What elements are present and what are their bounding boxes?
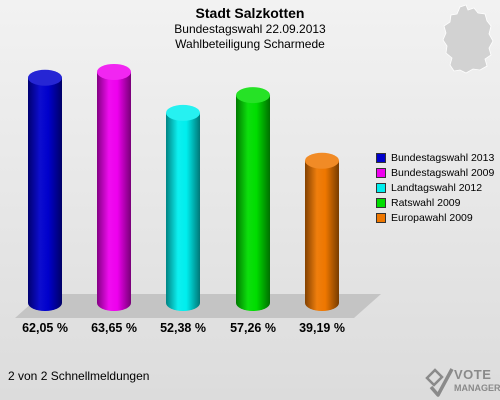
chart-subtitle-district: Wahlbeteiligung Scharmede	[175, 37, 325, 51]
value-label: 39,19 %	[299, 321, 345, 335]
legend-swatch	[376, 182, 386, 193]
bar-body	[236, 95, 270, 311]
bar-body	[305, 160, 339, 311]
legend-swatch	[376, 197, 386, 208]
value-label: 57,26 %	[230, 321, 276, 335]
footer-text: 2 von 2 Schnellmeldungen	[8, 369, 150, 383]
bar-1	[28, 69, 62, 311]
bar-4	[236, 87, 270, 311]
germany-map-icon	[442, 4, 494, 74]
value-label: 52,38 %	[160, 321, 206, 335]
logo-line-2: MANAGER	[454, 383, 500, 393]
legend-item: Landtagswahl 2012	[376, 180, 494, 195]
value-label: 63,65 %	[91, 321, 137, 335]
bar-top	[305, 152, 339, 169]
bar-2	[97, 63, 131, 311]
legend-swatch	[376, 212, 386, 223]
value-label: 62,05 %	[22, 321, 68, 335]
chart-subtitle-election: Bundestagswahl 22.09.2013	[174, 22, 326, 36]
legend-swatch	[376, 167, 386, 178]
bar-top	[166, 104, 200, 121]
bar-body	[166, 112, 200, 312]
bar-5	[305, 152, 339, 311]
legend-label: Bundestagswahl 2009	[391, 166, 495, 179]
legend-label: Landtagswahl 2012	[391, 181, 483, 194]
legend-item: Europawahl 2009	[376, 210, 494, 225]
bar-body	[97, 71, 131, 311]
legend-label: Europawahl 2009	[391, 211, 473, 224]
chart-title: Stadt Salzkotten	[195, 5, 305, 21]
legend-item: Bundestagswahl 2009	[376, 165, 494, 180]
legend-label: Ratswahl 2009	[391, 196, 461, 209]
bar-top	[236, 87, 270, 104]
legend-item: Bundestagswahl 2013	[376, 150, 494, 165]
bar-top	[28, 69, 62, 86]
legend-swatch	[376, 152, 386, 163]
chart-legend: Bundestagswahl 2013 Bundestagswahl 2009 La…	[376, 150, 494, 225]
bar-top	[97, 63, 131, 80]
bar-body	[28, 77, 62, 311]
legend-item: Ratswahl 2009	[376, 195, 494, 210]
chart-titles: Stadt Salzkotten Bundestagswahl 22.09.20…	[0, 4, 500, 52]
ballot-check-icon	[425, 368, 454, 397]
logo-line-1: VOTE	[454, 367, 492, 382]
vote-manager-logo: VOTE MANAGER	[424, 364, 500, 400]
legend-label: Bundestagswahl 2013	[391, 151, 495, 164]
bar-3	[166, 104, 200, 312]
